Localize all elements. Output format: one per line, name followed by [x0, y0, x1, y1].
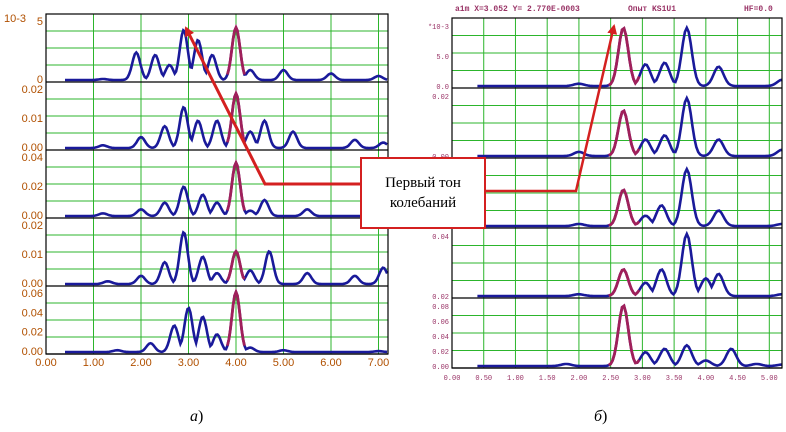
chart-b-ytick-3-1: 0.02 — [432, 294, 449, 302]
chart-a-ytick-1-0: 0.02 — [22, 84, 43, 96]
chart-b-series-hl-1 — [608, 108, 641, 157]
chart-b-ytick-3-0: 0.04 — [432, 234, 449, 242]
chart-a-series-1 — [65, 90, 388, 150]
chart-b-series-1 — [477, 94, 783, 158]
chart-b-xtick-6: 3.00 — [634, 375, 651, 383]
chart-a-ytick-0-1: 0 — [37, 74, 43, 86]
chart-b-ytick-4-1: 0.06 — [432, 319, 449, 327]
callout-line-2: колебаний — [389, 195, 457, 211]
callout-arrows — [184, 24, 618, 193]
chart-a-ytick-3-2: 0.00 — [22, 278, 43, 290]
chart-a: 0.00 1.00 2.00 3.00 4.00 5.00 6.00 7.00500.020.… — [4, 13, 389, 369]
chart-b-series-hl-2 — [608, 188, 641, 227]
chart-a-series-4 — [65, 288, 388, 354]
chart-b-readout: a1m X=3.052 Y= 2.770E-0003 — [455, 5, 580, 14]
chart-a-ytick-2-2: 0.00 — [22, 210, 43, 222]
chart-b-ytick-4-3: 0.02 — [432, 349, 449, 357]
chart-b-xtick-10: 5.00 — [761, 375, 778, 383]
chart-b-series-hl-4 — [607, 303, 641, 367]
caption-b: б) — [594, 408, 608, 425]
arrow-left — [184, 26, 360, 186]
chart-b: 0.00 0.50 1.00 1.50 2.00 2.50 3.00 3.50 4.00 4.50… — [428, 5, 783, 383]
chart-a-xtick-4: 4.00 — [225, 357, 246, 369]
chart-a-ytick-4-2: 0.02 — [22, 327, 43, 339]
caption-b-letter: б — [594, 408, 603, 425]
chart-a-ytick-3-0: 0.02 — [22, 220, 43, 232]
chart-b-ytick-4-0: 0.08 — [432, 304, 449, 312]
chart-b-ytick-1-0: 0.02 — [432, 94, 449, 102]
chart-a-series-3 — [65, 230, 389, 286]
chart-b-xtick-4: 2.00 — [571, 375, 588, 383]
chart-a-ytick-0-0: 5 — [37, 16, 43, 28]
chart-a-exponent: 10-3 — [4, 13, 26, 25]
chart-a-xtick-6: 6.00 — [320, 357, 341, 369]
chart-b-xtick-7: 3.50 — [666, 375, 683, 383]
chart-a-series-0 — [65, 24, 388, 82]
chart-a-xtick-7: 7.00 — [368, 357, 389, 369]
chart-b-xtick-1: 0.50 — [475, 375, 492, 383]
chart-a-xtick-0: 0.00 — [35, 357, 56, 369]
chart-b-ytick-0-1: 5.0 — [436, 54, 449, 62]
chart-a-series-hl-2 — [226, 159, 246, 211]
chart-b-ytick-4-2: 0.04 — [432, 334, 449, 342]
chart-b-xtick-9: 4.50 — [729, 375, 746, 383]
chart-a-xtick-2: 2.00 — [130, 357, 151, 369]
chart-a-xtick-1: 1.00 — [83, 357, 104, 369]
chart-b-xtick-3: 1.50 — [539, 375, 556, 383]
chart-a-ytick-4-1: 0.04 — [22, 307, 43, 319]
chart-b-xtick-0: 0.00 — [444, 375, 461, 383]
chart-a-ytick-1-1: 0.01 — [22, 113, 43, 125]
caption-a-letter: а — [190, 408, 198, 425]
chart-b-xtick-5: 2.50 — [602, 375, 619, 383]
arrow-right — [486, 24, 618, 193]
chart-b-xtick-2: 1.00 — [507, 375, 524, 383]
chart-a-ytick-3-1: 0.01 — [22, 249, 43, 261]
chart-b-ytick-0-0: *10-3 — [428, 24, 449, 32]
chart-a-ytick-4-3: 0.00 — [22, 346, 43, 358]
chart-a-ytick-2-1: 0.02 — [22, 181, 43, 193]
chart-b-series-hl-0 — [607, 26, 641, 87]
chart-b-xtick-8: 4.00 — [697, 375, 714, 383]
chart-a-series-2 — [65, 159, 388, 218]
chart-b-ytick-4-4: 0.00 — [432, 364, 449, 372]
chart-a-series-hl-0 — [226, 24, 246, 75]
chart-a-ytick-1-2: 0.00 — [22, 142, 43, 154]
callout-box: Первый тон колебаний — [360, 157, 486, 229]
caption-a: а) — [190, 408, 204, 425]
chart-a-ytick-4-0: 0.06 — [22, 288, 43, 300]
chart-a-series-hl-4 — [226, 288, 246, 347]
chart-a-xtick-3: 3.00 — [178, 357, 199, 369]
chart-b-title: Опыт KS1U1 — [628, 5, 676, 14]
chart-b-series-hl-3 — [608, 267, 641, 298]
chart-a-ytick-2-0: 0.04 — [22, 152, 43, 164]
chart-b-series-2 — [477, 166, 783, 228]
chart-a-xtick-5: 5.00 — [273, 357, 294, 369]
chart-a-series-hl-1 — [226, 89, 246, 143]
chart-b-hf: HF=0.0 — [744, 5, 773, 14]
chart-a-series-hl-3 — [226, 248, 246, 282]
callout-line-1: Первый тон — [385, 175, 461, 191]
chart-b-ytick-0-2: 0.0 — [436, 84, 449, 92]
